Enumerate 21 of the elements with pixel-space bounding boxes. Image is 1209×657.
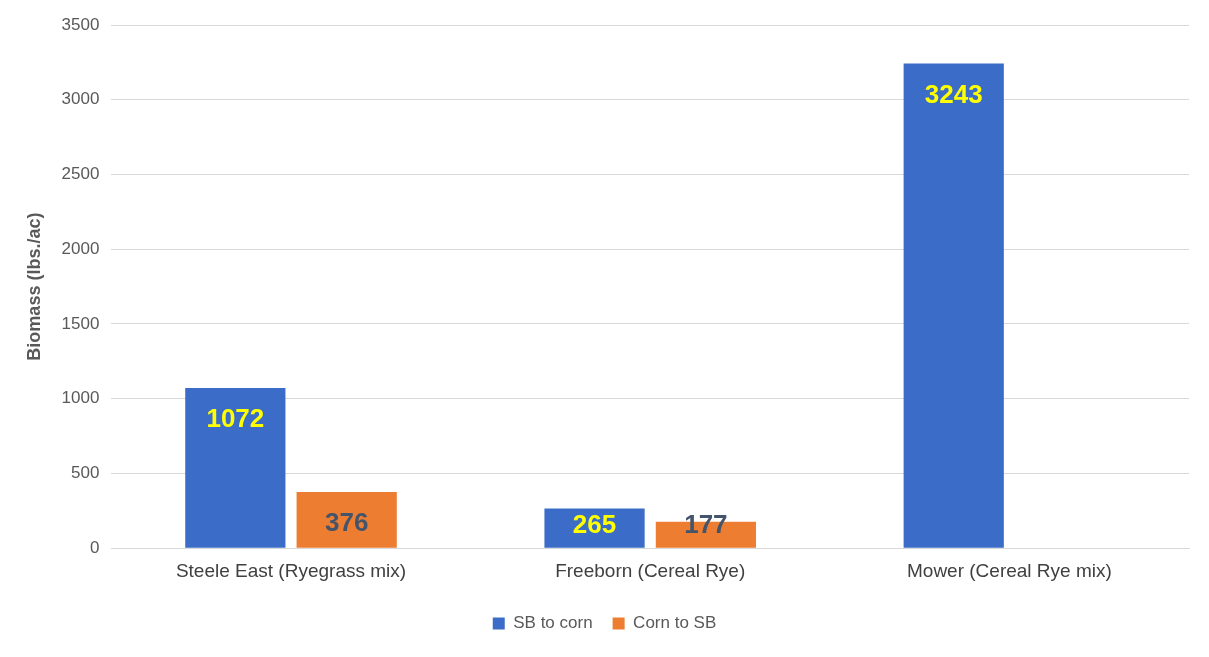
y-tick-label: 3000 — [61, 89, 100, 109]
data-label: 1072 — [206, 403, 265, 434]
y-tick-label: 0 — [89, 537, 100, 557]
x-tick-label: Freeborn (Cereal Rye) — [555, 559, 746, 581]
bar — [296, 491, 397, 548]
x-tick-label: Steele East (Ryegrass mix) — [175, 559, 407, 581]
y-tick-label: 1000 — [61, 388, 100, 408]
legend-label: SB to corn — [513, 613, 593, 633]
y-axis-title: Biomass (lbs./ac) — [23, 212, 44, 361]
bar — [185, 387, 286, 548]
y-tick-label: 3500 — [61, 14, 100, 34]
x-tick-label: Mower (Cereal Rye mix) — [907, 559, 1112, 581]
data-label: 3243 — [924, 78, 983, 109]
y-tick-label: 2000 — [61, 238, 100, 258]
y-tick-label: 2500 — [61, 164, 100, 184]
bar — [903, 63, 1004, 548]
data-label: 376 — [325, 507, 369, 538]
data-label: 265 — [572, 508, 617, 539]
legend-label: Corn to SB — [633, 613, 717, 633]
y-tick-label: 1500 — [61, 313, 100, 333]
y-tick-label: 500 — [71, 463, 100, 483]
